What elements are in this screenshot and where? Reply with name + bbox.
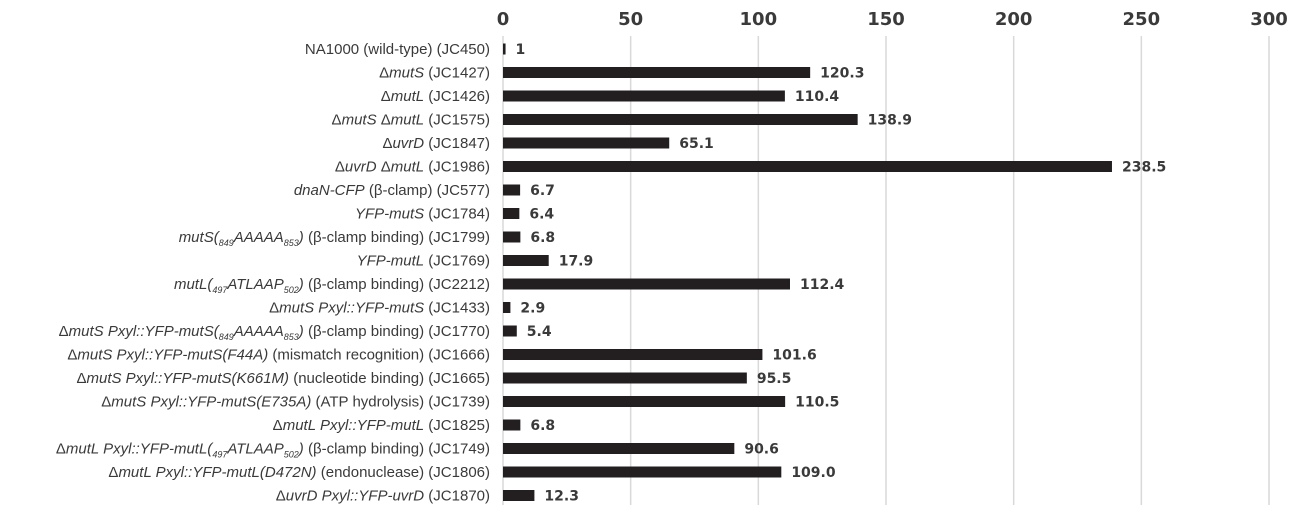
bar (503, 90, 785, 102)
category-label: ΔmutS Pxyl::YFP-mutS(F44A) (mismatch rec… (67, 347, 490, 364)
bar (503, 372, 747, 384)
bar (503, 184, 521, 196)
value-label: 138.9 (868, 113, 912, 129)
value-label: 17.9 (559, 254, 594, 270)
category-label: ΔmutS Pxyl::YFP-mutS(K661M) (nucleotide … (76, 370, 490, 387)
value-label: 6.8 (530, 418, 555, 434)
bar (503, 278, 790, 290)
category-label: dnaN-CFP (β-clamp) (JC577) (294, 182, 490, 199)
category-label: mutL(497ATLAAP502) (β-clamp binding) (JC… (174, 276, 490, 295)
value-label: 120.3 (820, 66, 864, 82)
value-labels: 1120.3110.4138.965.1238.56.76.46.817.911… (516, 42, 1167, 505)
bar (503, 302, 511, 313)
bar (503, 208, 520, 219)
bar (503, 137, 670, 149)
category-label: YFP-mutL (JC1769) (357, 253, 490, 270)
bar (503, 161, 1112, 172)
value-label: 90.6 (744, 442, 779, 458)
category-label: YFP-mutS (JC1784) (355, 206, 490, 223)
x-axis-ticks: 0 50 100 150 200 250 300 (497, 9, 1288, 30)
gridlines (502, 36, 1270, 505)
category-label: ΔmutL Pxyl::YFP-mutL(497ATLAAP502) (β-cl… (56, 441, 490, 460)
bar (503, 396, 786, 407)
category-label: ΔmutS Pxyl::YFP-mutS(E735A) (ATP hydroly… (101, 394, 490, 411)
category-label: ΔmutS ΔmutL (JC1575) (332, 112, 490, 129)
x-tick-label: 50 (618, 9, 643, 30)
category-label: ΔuvrD Pxyl::YFP-uvrD (JC1870) (276, 488, 490, 505)
x-tick-label: 250 (1123, 9, 1161, 30)
bar (503, 43, 506, 55)
value-label: 109.0 (791, 465, 836, 481)
x-tick-label: 100 (740, 9, 778, 30)
value-label: 110.5 (795, 395, 839, 411)
category-label: ΔmutL Pxyl::YFP-mutL(D472N) (endonucleas… (108, 464, 490, 481)
value-label: 1 (516, 42, 526, 58)
category-label: NA1000 (wild-type) (JC450) (305, 41, 490, 58)
category-label: ΔmutS Pxyl::YFP-mutS (JC1433) (269, 300, 490, 317)
category-label: ΔmutL Pxyl::YFP-mutL (JC1825) (273, 417, 490, 434)
bar (503, 443, 735, 454)
value-label: 95.5 (757, 371, 792, 387)
x-tick-label: 200 (995, 9, 1033, 30)
bar (503, 231, 521, 243)
x-tick-label: 0 (497, 9, 510, 30)
value-label: 110.4 (795, 89, 840, 105)
value-label: 112.4 (800, 277, 845, 293)
category-label: mutS(849AAAAA853) (β-clamp binding) (JC1… (179, 229, 490, 248)
category-label: ΔmutS (JC1427) (379, 65, 490, 82)
bar (503, 349, 763, 360)
bar (503, 419, 521, 431)
value-label: 65.1 (679, 136, 714, 152)
x-tick-label: 300 (1250, 9, 1288, 30)
value-label: 5.4 (527, 324, 552, 340)
value-label: 12.3 (544, 489, 579, 505)
category-label: ΔuvrD (JC1847) (382, 135, 490, 152)
value-label: 6.4 (529, 207, 554, 223)
value-label: 2.9 (520, 301, 545, 317)
category-label: ΔmutL (JC1426) (381, 88, 490, 105)
category-label: ΔmutS Pxyl::YFP-mutS(849AAAAA853) (β-cla… (59, 323, 490, 342)
bar (503, 466, 782, 478)
bar (503, 114, 858, 125)
value-label: 238.5 (1122, 160, 1166, 176)
bar (503, 325, 517, 337)
bar (503, 67, 811, 78)
bar (503, 255, 549, 266)
x-tick-label: 150 (867, 9, 905, 30)
category-labels: NA1000 (wild-type) (JC450) ΔmutS (JC1427)… (56, 41, 490, 505)
category-label: ΔuvrD ΔmutL (JC1986) (335, 159, 490, 176)
bar (503, 490, 535, 501)
bars (503, 43, 1112, 501)
value-label: 6.8 (530, 230, 555, 246)
value-label: 6.7 (530, 183, 555, 199)
value-label: 101.6 (772, 348, 816, 364)
